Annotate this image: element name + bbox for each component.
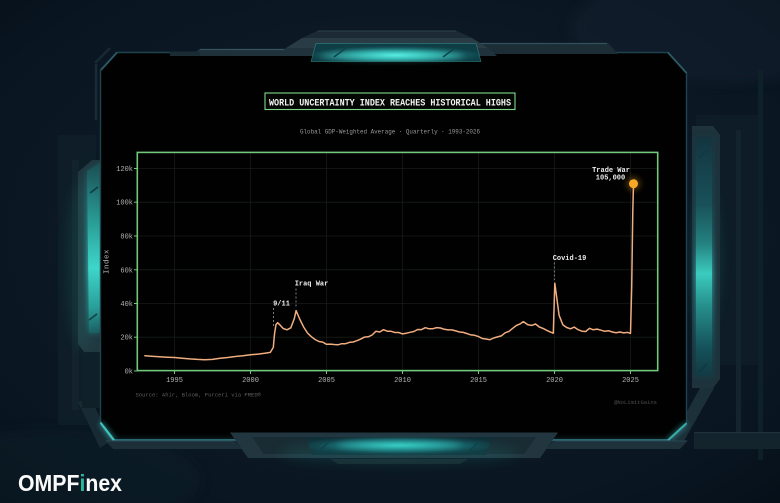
svg-text:Global GDP-Weighted Average ·: Global GDP-Weighted Average · Quarterly … <box>300 129 480 136</box>
svg-text:120k: 120k <box>116 166 133 174</box>
svg-text:2005: 2005 <box>318 377 335 385</box>
svg-text:2015: 2015 <box>470 377 487 385</box>
svg-text:@NoLimitGains: @NoLimitGains <box>614 399 657 406</box>
svg-text:60k: 60k <box>120 267 133 275</box>
svg-text:1995: 1995 <box>166 377 183 385</box>
svg-text:105,000: 105,000 <box>596 175 625 183</box>
svg-text:OMPFinex: OMPFinex <box>18 470 122 496</box>
svg-text:100k: 100k <box>116 200 133 208</box>
svg-text:Index: Index <box>104 249 112 274</box>
svg-text:40k: 40k <box>120 301 133 309</box>
svg-text:2010: 2010 <box>394 377 411 385</box>
svg-text:20k: 20k <box>120 335 133 343</box>
svg-text:WORLD UNCERTAINTY INDEX REACHE: WORLD UNCERTAINTY INDEX REACHES HISTORIC… <box>269 99 511 110</box>
svg-text:Trade War: Trade War <box>592 167 630 175</box>
svg-text:Iraq War: Iraq War <box>295 281 329 289</box>
svg-text:2000: 2000 <box>242 377 259 385</box>
svg-text:Covid-19: Covid-19 <box>553 255 587 263</box>
svg-text:0k: 0k <box>125 369 133 377</box>
svg-text:Source: Ahir, Bloom, Furceri v: Source: Ahir, Bloom, Furceri via FRED® <box>136 392 262 399</box>
svg-text:2020: 2020 <box>546 377 563 385</box>
svg-text:80k: 80k <box>120 234 133 242</box>
svg-text:2025: 2025 <box>622 377 639 385</box>
svg-text:9/11: 9/11 <box>273 300 290 308</box>
